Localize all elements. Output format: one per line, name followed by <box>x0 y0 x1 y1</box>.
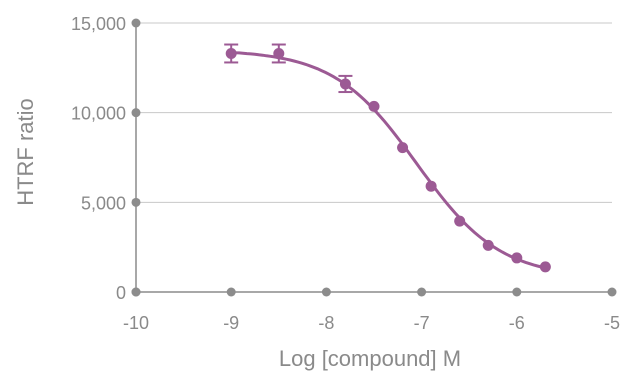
axes <box>131 18 617 297</box>
data-point <box>339 78 351 90</box>
data-point <box>511 252 523 264</box>
x-axis-title: Log [compound] M <box>279 346 461 371</box>
y-axis-title: HTRF ratio <box>13 98 38 206</box>
fit-curve-group <box>229 50 547 270</box>
y-tick-mark <box>131 18 141 28</box>
data-point <box>454 215 466 227</box>
data-point <box>368 100 380 112</box>
x-tick-mark <box>607 287 617 297</box>
gridlines <box>136 22 612 203</box>
x-tick-label: -10 <box>123 313 149 333</box>
y-tick-mark <box>131 197 141 207</box>
x-tick-mark <box>417 287 427 297</box>
data-point <box>397 142 409 154</box>
y-tick-label: 0 <box>116 283 126 303</box>
x-tick-label: -9 <box>223 313 239 333</box>
data-point <box>539 261 551 273</box>
x-tick-mark <box>226 287 236 297</box>
data-point <box>482 239 494 251</box>
data-point <box>425 180 437 192</box>
y-tick-mark <box>131 108 141 118</box>
x-tick-label: -8 <box>318 313 334 333</box>
data-points <box>225 47 551 273</box>
y-tick-label: 15,000 <box>71 14 126 34</box>
fit-curve <box>229 50 547 270</box>
x-tick-label: -7 <box>414 313 430 333</box>
error-bars <box>224 43 353 94</box>
tick-labels: 0 5,000 10,000 15,000 -10 -9 -8 -7 -6 -5 <box>71 14 620 333</box>
x-tick-label: -5 <box>604 313 620 333</box>
data-point <box>225 47 237 59</box>
y-tick-label: 10,000 <box>71 104 126 124</box>
data-point <box>273 47 285 59</box>
x-tick-mark <box>131 287 141 297</box>
x-tick-label: -6 <box>509 313 525 333</box>
y-tick-label: 5,000 <box>81 193 126 213</box>
x-tick-mark <box>512 287 522 297</box>
x-tick-mark <box>321 287 331 297</box>
